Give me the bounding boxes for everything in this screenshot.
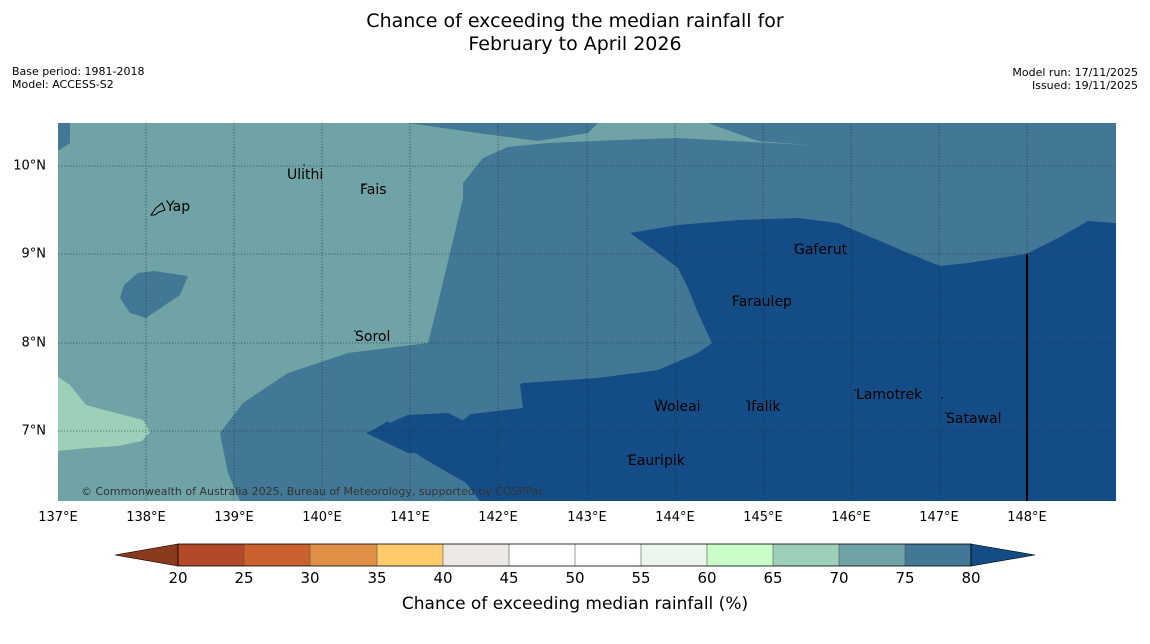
x-tick-144: 144°E bbox=[655, 510, 695, 525]
x-tick-143: 143°E bbox=[567, 510, 607, 525]
colorbar-segment-75-80 bbox=[905, 544, 971, 566]
place-label-satawal: Satawal bbox=[946, 411, 1002, 427]
x-tick-148: 148°E bbox=[1007, 510, 1047, 525]
x-tick-145: 145°E bbox=[743, 510, 783, 525]
place-label-faraulep: Faraulep bbox=[732, 294, 792, 310]
colorbar-segment-45-50 bbox=[509, 544, 575, 566]
colorbar-dividers bbox=[243, 544, 906, 566]
title-line-1: Chance of exceeding the median rainfall … bbox=[366, 10, 784, 32]
place-label-yap: Yap bbox=[166, 199, 191, 215]
colorbar-tick-20: 20 bbox=[168, 569, 188, 587]
model-name: Model: ACCESS-S2 bbox=[12, 78, 114, 91]
region-65-70 bbox=[58, 377, 150, 451]
colorbar-tick-60: 60 bbox=[697, 569, 717, 587]
x-tick-147: 147°E bbox=[919, 510, 959, 525]
colorbar-frame bbox=[177, 543, 972, 567]
colorbar-label: Chance of exceeding median rainfall (%) bbox=[401, 594, 749, 614]
colorbar-segment-50-55 bbox=[575, 544, 641, 566]
colorbar-segment-70-75 bbox=[839, 544, 905, 566]
colorbar-tick-65: 65 bbox=[763, 569, 783, 587]
base-period: Base period: 1981-2018 bbox=[12, 65, 145, 78]
region-80-plus-lower bbox=[366, 385, 548, 463]
colorbar-tick-70: 70 bbox=[829, 569, 849, 587]
colorbar-tick-30: 30 bbox=[300, 569, 320, 587]
chart-title: Chance of exceeding the median rainfall … bbox=[0, 10, 1150, 56]
colorbar-tick-55: 55 bbox=[631, 569, 651, 587]
place-label-gaferut: Gaferut bbox=[794, 242, 848, 258]
colorbar-tick-75: 75 bbox=[895, 569, 915, 587]
colorbar-tick-35: 35 bbox=[367, 569, 387, 587]
y-tick-9n: 9°N bbox=[21, 246, 47, 262]
colorbar-tick-50: 50 bbox=[565, 569, 585, 587]
rainfall-map: Yap Ulithi Fais Sorol Gaferut Faraulep W… bbox=[58, 123, 1116, 501]
colorbar-tick-80: 80 bbox=[961, 569, 981, 587]
place-label-lamotrek: Lamotrek bbox=[856, 387, 923, 403]
x-tick-146: 146°E bbox=[831, 510, 871, 525]
yap-island bbox=[150, 202, 166, 216]
x-tick-141: 141°E bbox=[390, 510, 430, 525]
x-tick-137: 137°E bbox=[38, 510, 78, 525]
colorbar-segment-35-40 bbox=[377, 544, 443, 566]
island-dots bbox=[303, 164, 947, 457]
map-canvas bbox=[58, 123, 1116, 501]
colorbar-tick-25: 25 bbox=[234, 569, 254, 587]
colorbar-segment-30-35 bbox=[310, 544, 377, 566]
colorbar-tick-45: 45 bbox=[499, 569, 519, 587]
colorbar-segment-20-25 bbox=[178, 544, 244, 566]
place-label-woleai: Woleai bbox=[654, 399, 701, 415]
colorbar-segment-65-70 bbox=[773, 544, 839, 566]
colorbar-segment-lt20 bbox=[115, 543, 179, 567]
colorbar-segment-55-60 bbox=[641, 544, 707, 566]
colorbar-segment-40-45 bbox=[443, 544, 509, 566]
place-label-sorol: Sorol bbox=[355, 329, 391, 345]
copyright-notice: © Commonwealth of Australia 2025, Bureau… bbox=[81, 485, 545, 498]
title-line-2: February to April 2026 bbox=[468, 33, 682, 55]
gridlines bbox=[58, 123, 1116, 501]
colorbar-segment-60-65 bbox=[707, 544, 773, 566]
place-label-fais: Fais bbox=[360, 182, 387, 198]
colorbar bbox=[115, 543, 1036, 567]
y-tick-7n: 7°N bbox=[21, 423, 47, 439]
colorbar-tick-40: 40 bbox=[433, 569, 453, 587]
x-tick-139: 139°E bbox=[214, 510, 254, 525]
place-label-ulithi: Ulithi bbox=[287, 167, 324, 183]
y-tick-8n: 8°N bbox=[21, 335, 47, 351]
place-label-ifalik: Ifalik bbox=[747, 399, 781, 415]
region-75-80-west-patch bbox=[120, 271, 188, 318]
colorbar-segment-gt80 bbox=[970, 543, 1036, 567]
x-tick-140: 140°E bbox=[302, 510, 342, 525]
issued-date: Issued: 19/11/2025 bbox=[1031, 79, 1138, 92]
x-tick-142: 142°E bbox=[478, 510, 518, 525]
region-75-80-left-edge bbox=[58, 123, 70, 151]
model-run: Model run: 17/11/2025 bbox=[1012, 66, 1138, 79]
place-label-eauripik: Eauripik bbox=[628, 453, 685, 469]
colorbar-segment-25-30 bbox=[244, 544, 310, 566]
x-tick-138: 138°E bbox=[126, 510, 166, 525]
meta-left: Base period: 1981-2018 Model: ACCESS-S2 bbox=[12, 65, 144, 91]
y-tick-10n: 10°N bbox=[13, 158, 46, 174]
region-80-plus bbox=[368, 218, 1116, 501]
meta-right: Model run: 17/11/2025 Issued: 19/11/2025 bbox=[1012, 66, 1138, 92]
